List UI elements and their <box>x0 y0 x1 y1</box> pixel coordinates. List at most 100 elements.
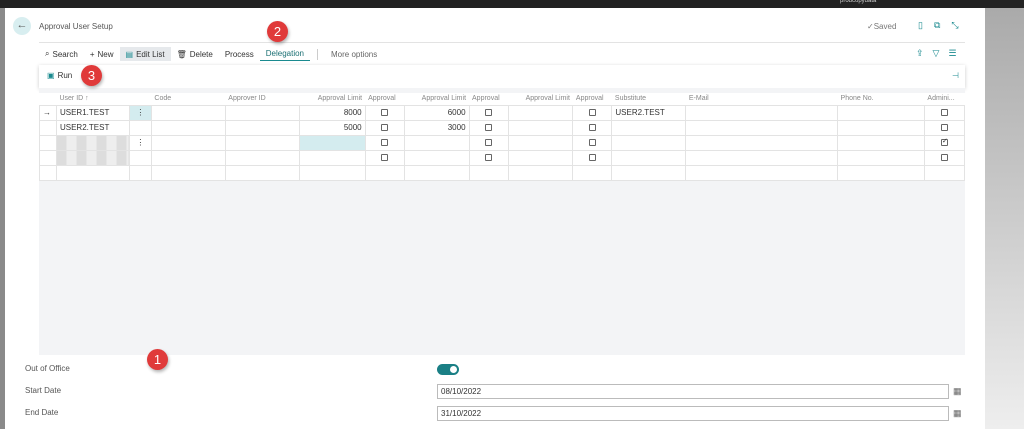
approval-limit-cell[interactable]: 5000 <box>298 119 366 136</box>
checkbox[interactable] <box>381 139 389 147</box>
row-menu[interactable] <box>128 119 152 136</box>
approval-limit-cell[interactable] <box>507 119 574 136</box>
approver-id-cell[interactable] <box>224 134 300 151</box>
column-header[interactable]: Substitute <box>611 93 686 105</box>
user-id-cell[interactable] <box>55 134 130 151</box>
approval-limit-cell[interactable] <box>403 134 470 151</box>
out-of-office-toggle[interactable] <box>437 364 459 375</box>
checkbox[interactable] <box>485 109 492 117</box>
column-header[interactable]: Approval <box>572 93 612 105</box>
edit-list-button[interactable]: ▤ Edit List <box>119 47 171 61</box>
empty-cell[interactable] <box>572 164 613 181</box>
approval-limit-cell[interactable] <box>298 134 366 151</box>
process-menu[interactable]: Process <box>224 49 254 59</box>
checkbox[interactable] <box>940 137 948 147</box>
substitute-cell[interactable] <box>611 119 687 136</box>
list-view-icon[interactable]: ☰ <box>948 48 957 58</box>
phone-cell[interactable] <box>837 149 925 166</box>
approval-checkbox[interactable] <box>364 149 405 166</box>
filter-icon[interactable]: ▽ <box>932 48 940 58</box>
checkbox[interactable] <box>381 109 389 117</box>
delegation-menu[interactable]: Delegation <box>259 47 310 61</box>
empty-cell[interactable] <box>39 164 57 181</box>
phone-cell[interactable] <box>837 134 925 151</box>
approval-checkbox[interactable] <box>572 119 613 136</box>
empty-cell[interactable] <box>128 164 152 181</box>
phone-cell[interactable] <box>837 104 925 121</box>
checkbox[interactable] <box>940 124 948 132</box>
approval-limit-cell[interactable] <box>507 149 574 166</box>
email-cell[interactable] <box>685 134 839 151</box>
new-button[interactable]: + New <box>84 47 120 61</box>
approval-checkbox[interactable] <box>572 134 613 151</box>
approval-checkbox[interactable] <box>468 119 509 136</box>
approval-limit-cell[interactable]: 8000 <box>298 104 366 121</box>
empty-cell[interactable] <box>611 164 687 181</box>
code-cell[interactable] <box>150 149 226 166</box>
empty-cell[interactable] <box>55 164 130 181</box>
row-indicator[interactable] <box>39 149 57 166</box>
empty-cell[interactable] <box>403 164 470 181</box>
empty-cell[interactable] <box>364 164 405 181</box>
end-date-input[interactable]: 31/10/2022 <box>437 406 949 421</box>
admin-checkbox[interactable] <box>923 149 966 166</box>
column-header[interactable]: User ID ↑ <box>56 93 130 105</box>
bookmark-icon[interactable]: ▯ <box>918 20 923 30</box>
empty-row[interactable] <box>39 164 966 181</box>
user-id-cell[interactable] <box>55 149 130 166</box>
approver-id-cell[interactable] <box>224 149 300 166</box>
row-menu[interactable]: ⋮ <box>128 134 152 151</box>
admin-checkbox[interactable] <box>923 134 966 151</box>
row-menu[interactable] <box>128 149 152 166</box>
checkbox[interactable] <box>485 139 492 147</box>
approval-limit-cell[interactable]: 3000 <box>403 119 470 136</box>
empty-cell[interactable] <box>507 164 574 181</box>
approval-checkbox[interactable] <box>468 104 509 121</box>
empty-cell[interactable] <box>298 164 366 181</box>
admin-checkbox[interactable] <box>923 119 966 136</box>
column-header[interactable] <box>129 93 152 105</box>
approval-limit-cell[interactable]: 6000 <box>403 104 470 121</box>
checkbox[interactable] <box>485 124 492 132</box>
pin-icon[interactable]: ⊣ <box>952 71 959 80</box>
column-header[interactable]: Approval Limit <box>299 93 366 105</box>
approver-id-cell[interactable] <box>224 104 300 121</box>
email-cell[interactable] <box>685 104 839 121</box>
search-button[interactable]: ⌕ Search <box>39 47 84 61</box>
code-cell[interactable] <box>150 119 226 136</box>
collapse-icon[interactable]: ⤡ <box>951 20 959 30</box>
email-cell[interactable] <box>685 119 839 136</box>
table-row[interactable] <box>39 149 966 166</box>
approval-limit-cell[interactable] <box>403 149 470 166</box>
email-cell[interactable] <box>685 149 839 166</box>
column-header[interactable]: Approval Limit <box>508 93 573 105</box>
approval-checkbox[interactable] <box>364 104 405 121</box>
substitute-cell[interactable] <box>611 149 687 166</box>
phone-cell[interactable] <box>837 119 925 136</box>
column-header[interactable]: Code <box>151 93 226 105</box>
approval-checkbox[interactable] <box>572 104 613 121</box>
user-id-cell[interactable]: USER1.TEST <box>55 104 130 121</box>
empty-cell[interactable] <box>923 164 966 181</box>
substitute-cell[interactable] <box>611 134 687 151</box>
row-indicator[interactable]: → <box>39 104 57 121</box>
substitute-cell[interactable]: USER2.TEST <box>611 104 687 121</box>
column-header[interactable]: E-Mail <box>685 93 838 105</box>
code-cell[interactable] <box>150 104 226 121</box>
column-header[interactable]: Approver ID <box>225 93 300 105</box>
checkbox[interactable] <box>588 124 596 132</box>
start-date-input[interactable]: 08/10/2022 <box>437 384 949 399</box>
checkbox[interactable] <box>588 109 596 117</box>
table-row[interactable]: → USER1.TEST ⋮ 8000 6000 USER2.TEST <box>39 104 966 121</box>
approval-checkbox[interactable] <box>364 134 405 151</box>
back-button[interactable]: ← <box>13 17 31 35</box>
approval-limit-cell[interactable] <box>507 104 574 121</box>
checkbox[interactable] <box>588 154 596 162</box>
column-header[interactable]: Approval <box>469 93 508 105</box>
approval-limit-cell[interactable] <box>507 134 574 151</box>
run-button[interactable]: ▣ Run <box>47 71 72 80</box>
calendar-icon[interactable]: ▦ <box>953 408 962 418</box>
row-indicator[interactable] <box>39 134 57 151</box>
column-header[interactable]: Approval Limit <box>404 93 470 105</box>
user-id-cell[interactable]: USER2.TEST <box>55 119 130 136</box>
